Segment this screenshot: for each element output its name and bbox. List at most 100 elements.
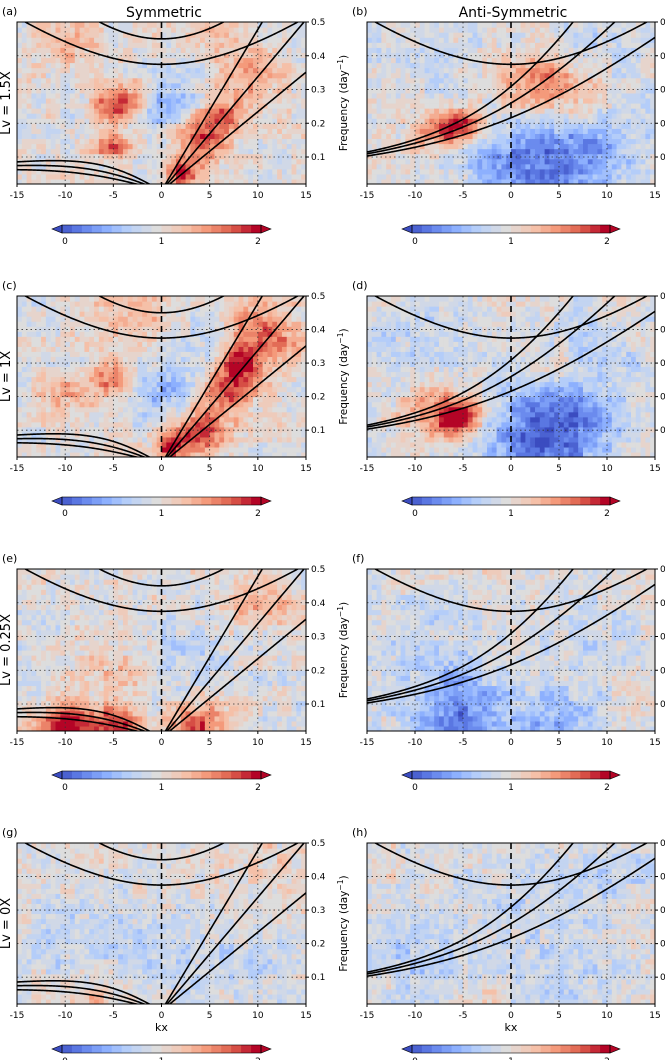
colorbar-extend-low bbox=[51, 496, 63, 506]
x-tick-label: 5 bbox=[207, 191, 213, 201]
y-tick-label: 0.2 bbox=[660, 940, 665, 950]
x-axis-label: kx bbox=[155, 1021, 168, 1034]
rossby-wave-curve bbox=[17, 989, 140, 1004]
kelvin-wave-curve bbox=[168, 345, 306, 457]
kelvin-wave-curve bbox=[164, 843, 264, 1004]
x-tick-label: 0 bbox=[159, 464, 165, 474]
x-tick-label: -5 bbox=[459, 1011, 468, 1021]
y-tick-label: 0.5 bbox=[311, 565, 325, 575]
y-tick-label: 0.2 bbox=[311, 393, 325, 403]
panel-label: (b) bbox=[352, 5, 368, 18]
kelvin-wave-curve bbox=[168, 618, 306, 731]
x-tick-label: 5 bbox=[556, 464, 562, 474]
power-field bbox=[17, 843, 306, 1004]
colorbar-tick-label: 1 bbox=[159, 1057, 165, 1060]
x-tick-label: -5 bbox=[459, 738, 468, 748]
row-label: Lv = 1X bbox=[0, 351, 14, 402]
power-field bbox=[17, 569, 306, 731]
panel-label: (d) bbox=[352, 279, 368, 292]
kelvin-wave-curve bbox=[168, 892, 306, 1004]
x-tick-label: -5 bbox=[109, 1011, 118, 1021]
x-tick-label: -15 bbox=[10, 191, 25, 201]
y-tick-label: 0.2 bbox=[311, 119, 325, 129]
x-tick-label: 0 bbox=[159, 1011, 165, 1021]
y-tick-label: 0.3 bbox=[311, 359, 325, 369]
x-tick-label: 15 bbox=[649, 464, 660, 474]
power-field bbox=[367, 296, 655, 457]
y-tick-label: 0.3 bbox=[311, 906, 325, 916]
x-tick-label: 5 bbox=[207, 464, 213, 474]
panel-label: (g) bbox=[2, 826, 18, 839]
panel-c: -15 -10 -5 0 5 10 150.10.20.30.40.5(c)Lv = 1X0… bbox=[0, 279, 326, 519]
x-tick-label: -15 bbox=[360, 191, 375, 201]
row-label: Lv = 1.5X bbox=[0, 71, 14, 135]
y-tick-label: 0.1 bbox=[660, 973, 665, 983]
y-tick-label: 0.2 bbox=[660, 666, 665, 676]
panel-g: -15 -10 -5 0 5 10 150.10.20.30.40.5(g)Lv = 0Xk… bbox=[0, 826, 326, 1060]
colorbar-tick-label: 2 bbox=[255, 237, 261, 247]
colorbar: 0 1 2 bbox=[51, 496, 272, 519]
x-tick-label: 15 bbox=[300, 1011, 311, 1021]
y-tick-label: 0.3 bbox=[660, 86, 665, 96]
panel-e: -15 -10 -5 0 5 10 150.10.20.30.40.5(e)Lv = 0.2… bbox=[0, 552, 326, 793]
y-tick-label: 0.2 bbox=[311, 666, 325, 676]
kelvin-wave-curve bbox=[168, 71, 306, 184]
rossby-wave-curve bbox=[17, 159, 151, 184]
colorbar: 0 1 2 bbox=[51, 1044, 272, 1060]
colorbar-tick-label: 0 bbox=[62, 509, 68, 519]
colorbar-tick-label: 0 bbox=[412, 1057, 418, 1060]
y-tick-label: 0.3 bbox=[660, 633, 665, 643]
x-tick-label: 15 bbox=[649, 738, 660, 748]
y-tick-label: 0.2 bbox=[660, 393, 665, 403]
colorbar-tick-label: 2 bbox=[604, 783, 610, 793]
x-tick-label: 0 bbox=[159, 191, 165, 201]
kelvin-wave-curve bbox=[164, 569, 264, 731]
x-tick-label: -15 bbox=[360, 464, 375, 474]
x-tick-label: -15 bbox=[360, 1011, 375, 1021]
y-tick-label: 0.1 bbox=[660, 700, 665, 710]
panel-f: -15-10-50510150.10.20.30.40.5(f)Frequenc… bbox=[336, 552, 665, 793]
x-tick-label: -15 bbox=[10, 464, 25, 474]
rossby-wave-curve bbox=[17, 979, 151, 1004]
y-tick-label: 0.1 bbox=[311, 700, 325, 710]
rossby-wave-curve bbox=[17, 432, 151, 457]
x-tick-label: 10 bbox=[601, 464, 613, 474]
x-tick-label: -10 bbox=[408, 191, 423, 201]
panel-label: (c) bbox=[2, 279, 17, 292]
row-label: Lv = 0X bbox=[0, 898, 14, 949]
y-tick-label: 0.1 bbox=[311, 973, 325, 983]
x-tick-label: -5 bbox=[459, 464, 468, 474]
kelvin-wave-curve bbox=[166, 569, 306, 731]
rossby-wave-curve bbox=[17, 442, 140, 457]
x-tick-label: 10 bbox=[601, 191, 613, 201]
colorbar-extend-high bbox=[609, 224, 621, 234]
inertia-gravity-curve bbox=[97, 22, 226, 40]
colorbar-tick-label: 2 bbox=[604, 237, 610, 247]
panel-d: -15-10-50510150.10.20.30.40.5(d)Frequenc… bbox=[336, 279, 665, 519]
x-tick-label: -10 bbox=[58, 191, 73, 201]
y-axis-label: Frequency (day−1) bbox=[336, 55, 350, 151]
colorbar-tick-label: 0 bbox=[412, 237, 418, 247]
x-tick-label: 10 bbox=[252, 738, 264, 748]
y-tick-label: 0.5 bbox=[660, 839, 665, 849]
y-tick-label: 0.3 bbox=[660, 359, 665, 369]
colorbar-extend-low bbox=[51, 1044, 63, 1054]
rossby-wave-curve bbox=[17, 706, 151, 731]
x-tick-label: -10 bbox=[58, 738, 73, 748]
y-tick-label: 0.4 bbox=[660, 52, 665, 62]
rossby-wave-curve bbox=[17, 984, 147, 1004]
panel-h: -15-10-50510150.10.20.30.40.5(h)Frequenc… bbox=[336, 826, 665, 1060]
y-tick-label: 0.5 bbox=[311, 292, 325, 302]
dispersion-curves bbox=[17, 22, 306, 184]
colorbar-tick-label: 1 bbox=[508, 1057, 514, 1060]
colorbar-tick-label: 0 bbox=[412, 783, 418, 793]
panel-label: (e) bbox=[2, 552, 17, 565]
x-tick-label: 0 bbox=[508, 191, 514, 201]
y-tick-label: 0.2 bbox=[660, 119, 665, 129]
y-tick-label: 0.5 bbox=[660, 565, 665, 575]
x-tick-label: 5 bbox=[556, 1011, 562, 1021]
colorbar: 0 1 2 bbox=[401, 496, 621, 519]
colorbar: 0 1 2 bbox=[401, 770, 621, 793]
x-tick-label: -15 bbox=[10, 1011, 25, 1021]
